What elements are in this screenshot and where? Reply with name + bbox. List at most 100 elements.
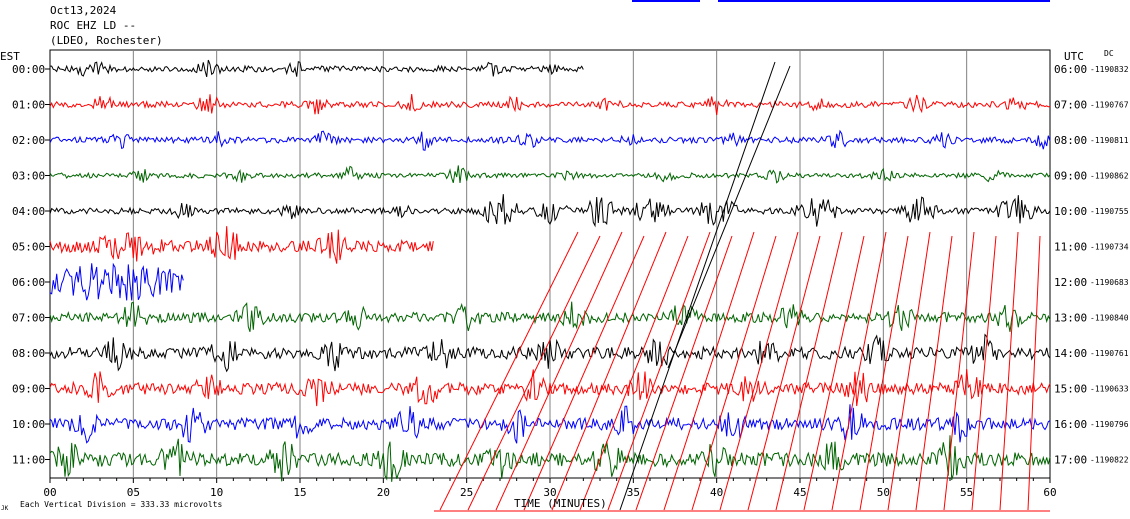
est-hour-label: 09:00 [12,383,45,396]
trace-row [50,59,584,78]
trace-row [49,165,1051,184]
arrival-lines [434,61,1050,512]
arrival-line [691,235,777,511]
x-tick-label: 55 [960,486,973,499]
arrival-line [1027,235,1041,511]
trace-row [49,435,1051,482]
dc-offset-label: -1190683 [1090,278,1129,287]
corner-mark: JK [1,505,9,512]
x-tick-label: 45 [793,486,806,499]
x-tick-label: 10 [210,486,223,499]
x-tick-label: 60 [1043,486,1056,499]
top-link-bar-1[interactable] [632,0,700,2]
arrival-line [579,235,689,511]
top-link-bar-2[interactable] [718,0,1050,2]
header-network: (LDEO, Rochester) [50,34,163,47]
trace-row [49,129,1051,151]
trace-row [49,369,1051,407]
trace-row [49,301,1051,332]
x-tick-label: 20 [377,486,390,499]
utc-hour-label: 09:00 [1054,170,1087,183]
est-hour-label: 07:00 [12,312,45,325]
x-tick-label: 35 [627,486,640,499]
est-zone-label: EST [0,50,20,63]
header-station: ROC EHZ LD -- [50,19,137,32]
est-hour-label: 06:00 [12,276,45,289]
est-hour-label: 05:00 [12,241,45,254]
est-hour-label: 01:00 [12,99,45,112]
utc-hour-label: 15:00 [1054,383,1087,396]
dc-offset-label: -1190633 [1090,385,1129,394]
dc-offset-label: -1190832 [1090,65,1129,74]
dc-offset-label: -1190767 [1090,101,1129,110]
x-tick-label: 25 [460,486,473,499]
arrival-line [551,231,667,511]
seismic-traces [49,59,1051,482]
dc-offset-label: -1190862 [1090,172,1129,181]
arrival-line [667,65,791,369]
arrival-line [943,231,975,511]
utc-hour-label: 14:00 [1054,347,1087,360]
x-tick-label: 40 [710,486,723,499]
header-date: Oct13,2024 [50,4,117,17]
dc-offset-label: -1190761 [1090,349,1129,358]
arrival-line [915,235,953,511]
trace-row [49,226,434,264]
utc-zone-label: UTC [1064,50,1084,63]
arrival-line [635,235,733,511]
trace-row [49,94,1051,116]
dc-offset-label: -1190734 [1090,243,1129,252]
trace-row [49,262,184,301]
arrival-line [831,231,887,511]
est-hour-label: 04:00 [12,205,45,218]
dc-offset-label: -1190822 [1090,456,1129,465]
utc-hour-label: 10:00 [1054,205,1087,218]
arrival-line [619,61,776,511]
utc-hour-label: 13:00 [1054,312,1087,325]
utc-hour-label: 11:00 [1054,241,1087,254]
est-hour-label: 02:00 [12,134,45,147]
trace-row [49,194,1051,228]
arrival-line [495,231,623,511]
dc-offset-label: -1190811 [1090,136,1129,145]
utc-hour-label: 17:00 [1054,454,1087,467]
utc-hour-label: 07:00 [1054,99,1087,112]
arrival-line [467,235,601,511]
time-grid [45,49,1051,483]
arrival-line [859,235,909,511]
est-hour-label: 08:00 [12,347,45,360]
arrival-line [663,231,755,511]
dc-offset-label: -1190755 [1090,207,1129,216]
axis-labels: EST UTC DC TIME (MINUTES) Each Vertical … [0,49,1129,512]
est-hour-label: 11:00 [12,454,45,467]
est-hour-label: 03:00 [12,170,45,183]
dc-label: DC [1104,49,1114,58]
utc-hour-label: 08:00 [1054,134,1087,147]
arrival-line [999,231,1019,511]
arrival-line [719,231,799,511]
utc-hour-label: 16:00 [1054,418,1087,431]
trace-row [49,404,1051,444]
arrival-line [887,231,931,511]
arrival-line [803,235,865,511]
arrival-line [607,231,711,511]
est-hour-label: 00:00 [12,63,45,76]
arrival-line [439,231,579,511]
x-tick-label: 05 [127,486,140,499]
dc-offset-label: -1190796 [1090,420,1129,429]
arrival-line [523,235,645,511]
arrival-line [775,231,843,511]
est-hour-label: 10:00 [12,418,45,431]
x-tick-label: 15 [293,486,306,499]
utc-hour-label: 12:00 [1054,276,1087,289]
x-tick-label: 50 [877,486,890,499]
x-tick-label: 30 [543,486,556,499]
arrival-line [747,235,821,511]
scale-note: Each Vertical Division = 333.33 microvol… [20,500,222,509]
arrival-line [971,235,997,511]
utc-hour-label: 06:00 [1054,63,1087,76]
dc-offset-label: -1190840 [1090,314,1129,323]
x-tick-label: 00 [43,486,56,499]
